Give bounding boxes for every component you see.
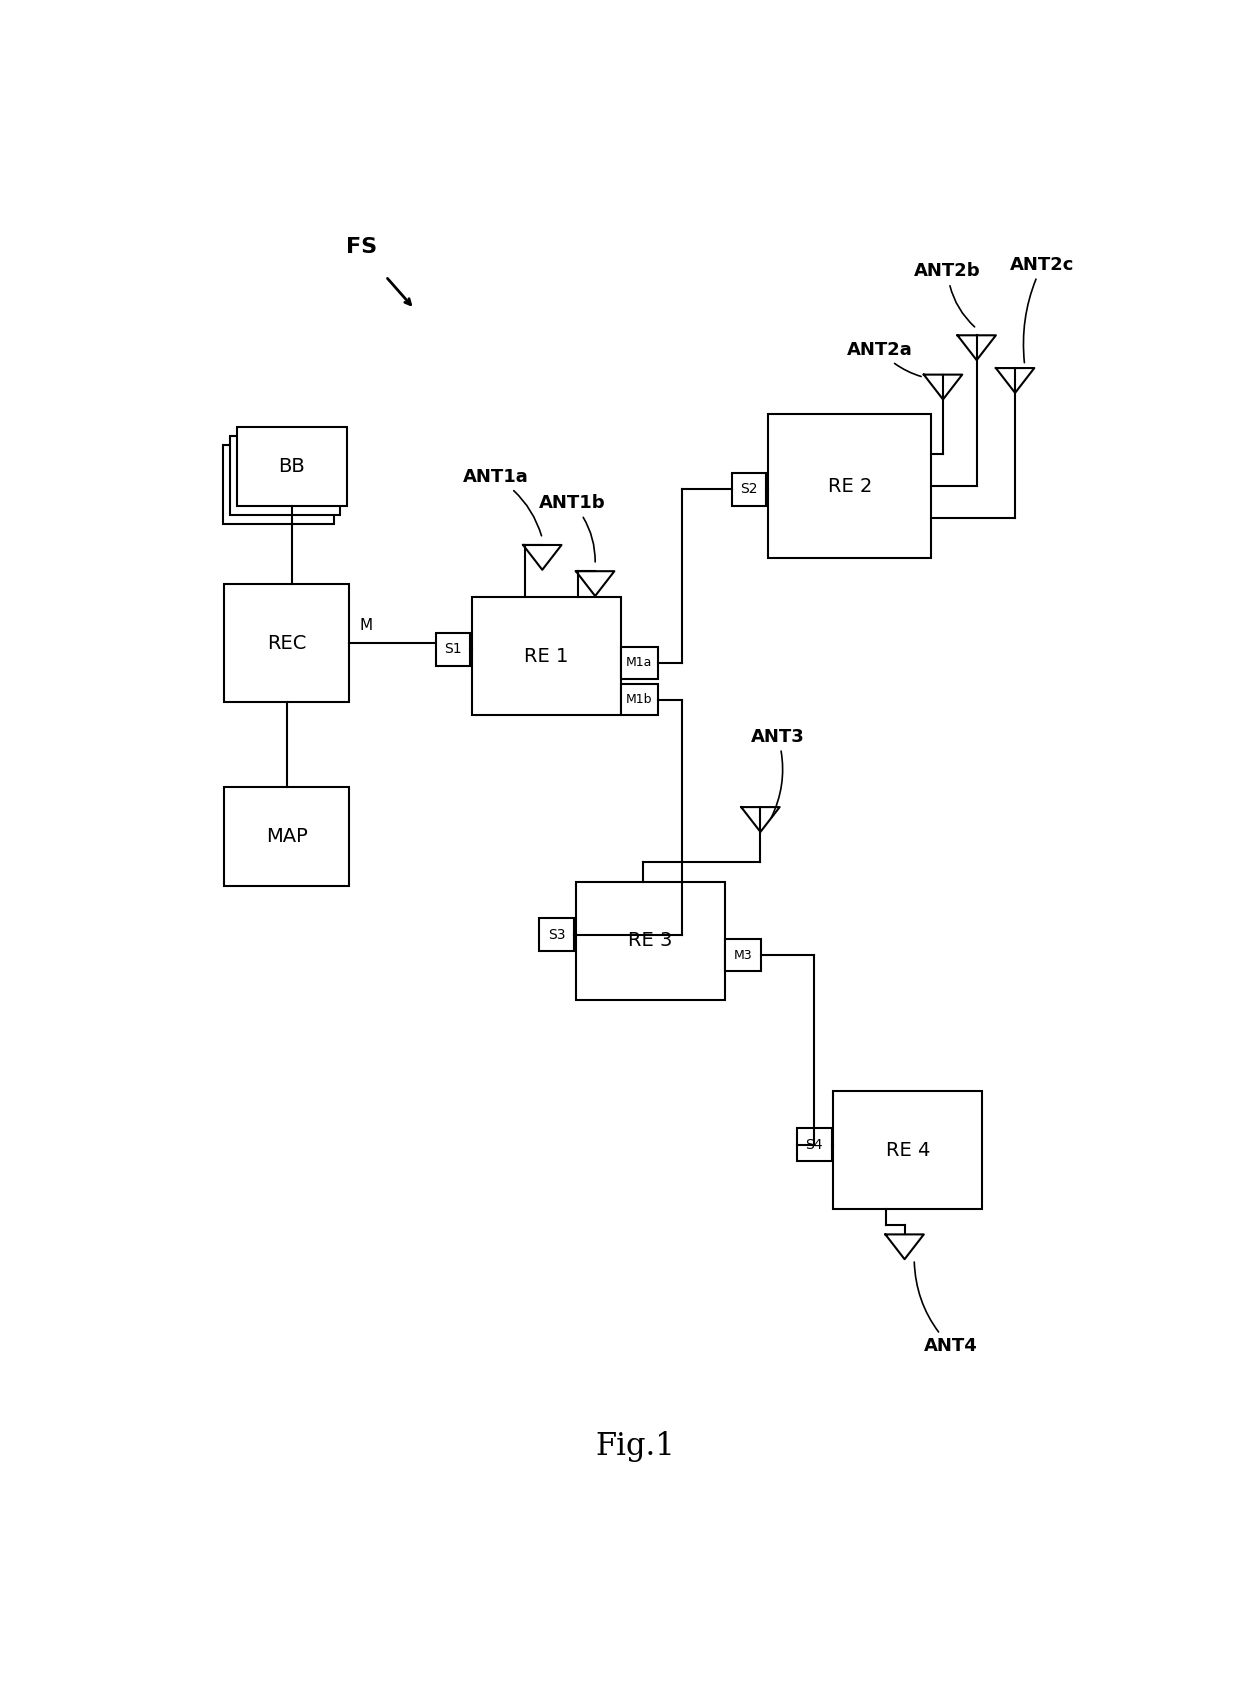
- Text: ANT3: ANT3: [751, 727, 805, 817]
- Text: RE 4: RE 4: [885, 1140, 930, 1161]
- Bar: [725, 940, 761, 970]
- Bar: [833, 1091, 982, 1210]
- Text: FS: FS: [346, 237, 377, 257]
- Bar: [732, 473, 766, 505]
- Text: S4: S4: [806, 1137, 823, 1152]
- Bar: [237, 427, 347, 505]
- Text: S1: S1: [444, 642, 461, 657]
- Bar: [223, 446, 334, 524]
- Bar: [224, 584, 350, 703]
- Text: ANT2c: ANT2c: [1011, 255, 1075, 363]
- Text: S3: S3: [548, 928, 565, 941]
- Text: ANT1a: ANT1a: [463, 468, 542, 536]
- Bar: [621, 684, 657, 715]
- Text: BB: BB: [279, 456, 305, 477]
- Text: M: M: [360, 618, 373, 633]
- Text: M1a: M1a: [626, 657, 652, 669]
- Bar: [435, 633, 470, 665]
- Bar: [575, 882, 725, 999]
- Bar: [797, 1128, 832, 1161]
- Bar: [472, 597, 621, 715]
- Bar: [229, 436, 341, 514]
- Bar: [768, 414, 931, 558]
- Text: RE 3: RE 3: [629, 931, 672, 950]
- Text: ANT4: ANT4: [914, 1261, 977, 1355]
- Text: M3: M3: [734, 948, 753, 962]
- Text: S2: S2: [740, 482, 758, 497]
- Bar: [224, 788, 350, 885]
- Bar: [621, 647, 657, 679]
- Text: RE 2: RE 2: [827, 477, 872, 495]
- Text: RE 1: RE 1: [525, 647, 569, 665]
- Bar: [539, 919, 574, 951]
- Text: REC: REC: [267, 633, 306, 654]
- Text: ANT2b: ANT2b: [914, 262, 981, 327]
- Text: MAP: MAP: [265, 827, 308, 846]
- Text: Fig.1: Fig.1: [595, 1431, 676, 1462]
- Text: ANT2a: ANT2a: [847, 340, 921, 376]
- Text: ANT1b: ANT1b: [539, 494, 606, 562]
- Text: M1b: M1b: [626, 693, 652, 706]
